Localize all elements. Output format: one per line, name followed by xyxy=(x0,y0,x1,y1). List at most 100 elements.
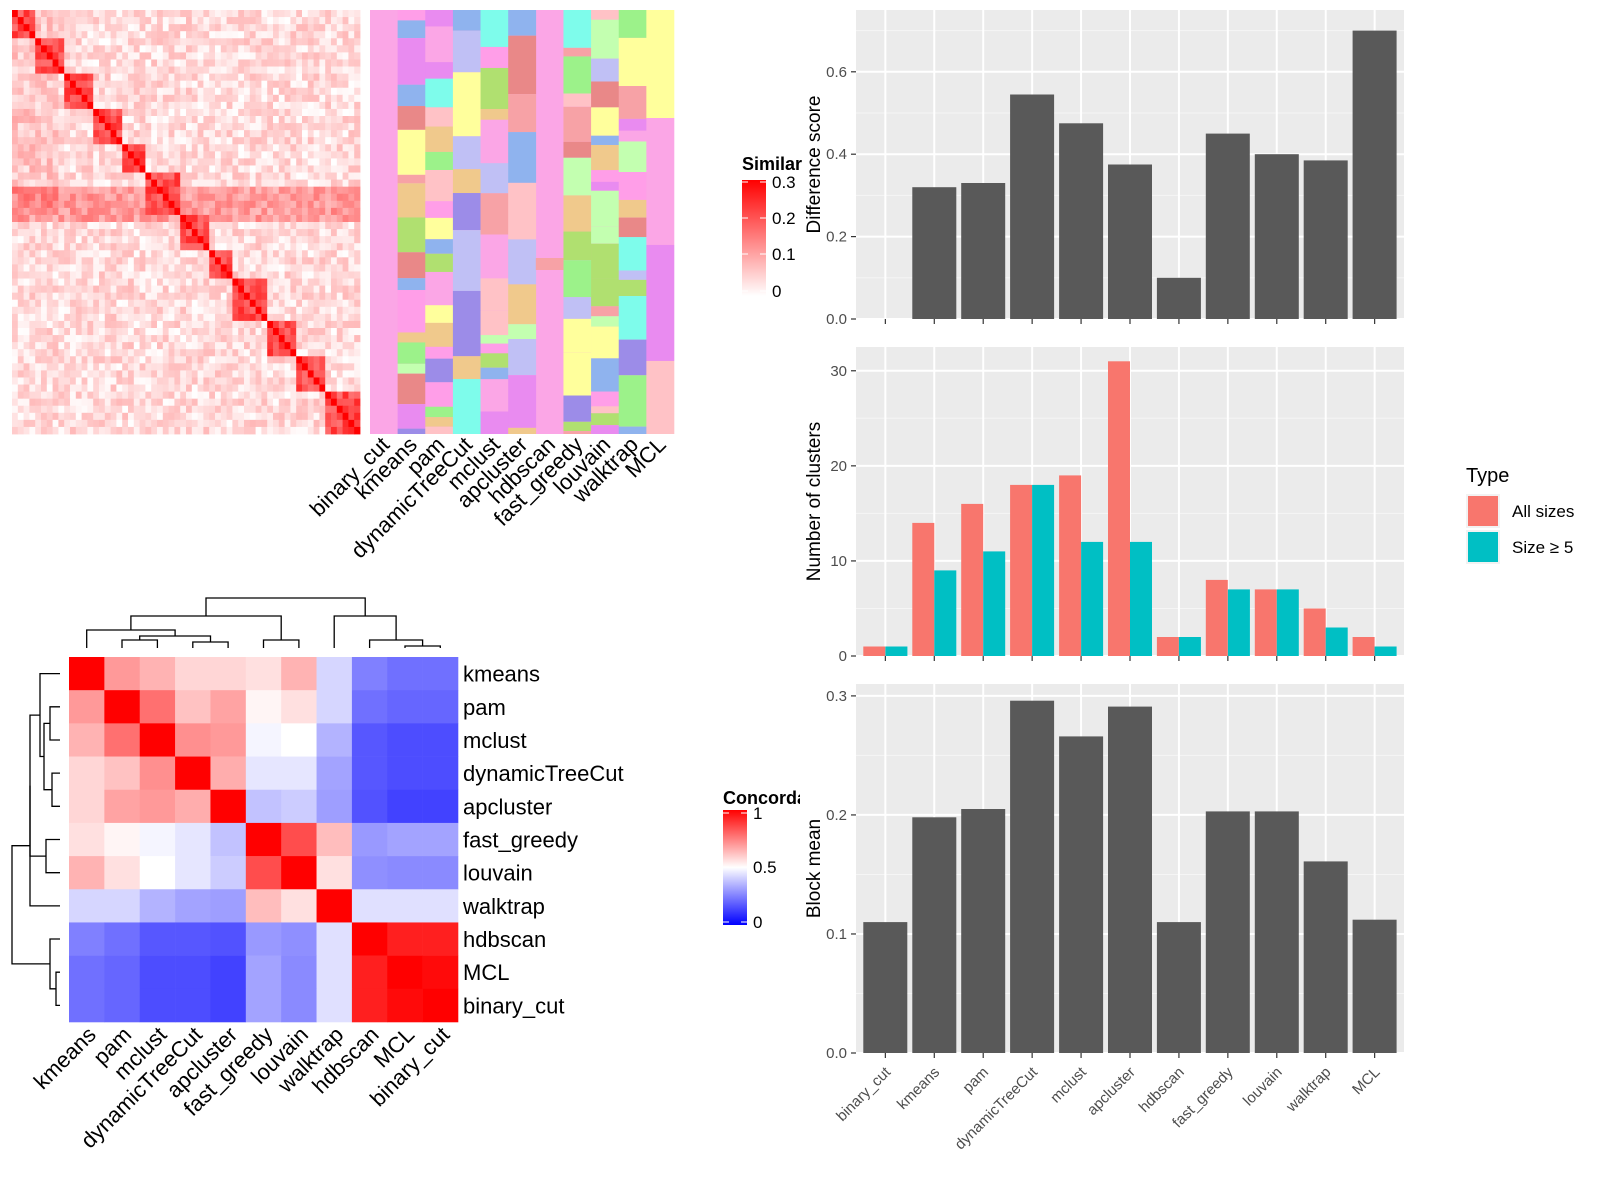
similarity-cell xyxy=(81,222,88,230)
similarity-cell xyxy=(145,17,152,25)
similarity-cell xyxy=(186,342,193,350)
dendrogram-branch xyxy=(404,645,441,648)
similarity-cell xyxy=(319,193,326,202)
similarity-cell xyxy=(35,250,42,258)
similarity-cell xyxy=(75,186,82,195)
similarity-cell xyxy=(232,59,239,67)
similarity-cell xyxy=(41,285,48,294)
similarity-cell xyxy=(17,257,24,265)
similarity-cell xyxy=(278,179,285,188)
similarity-cell xyxy=(41,236,48,244)
similarity-cell xyxy=(12,264,19,272)
similarity-cell xyxy=(261,116,268,124)
similarity-cell xyxy=(331,24,338,32)
similarity-cell xyxy=(249,370,256,378)
similarity-cell xyxy=(58,250,65,258)
similarity-cell xyxy=(145,123,152,131)
similarity-cell xyxy=(168,17,175,25)
similarity-cell xyxy=(162,328,169,336)
similarity-cell xyxy=(290,144,297,152)
similarity-cell xyxy=(244,398,251,407)
similarity-cell xyxy=(307,292,314,301)
similarity-cell xyxy=(342,73,349,82)
similarity-cell xyxy=(354,123,361,131)
similarity-cell xyxy=(342,349,349,357)
similarity-cell xyxy=(197,59,204,67)
similarity-cell xyxy=(296,52,303,60)
similarity-cell xyxy=(41,222,48,230)
similarity-cell xyxy=(284,222,291,230)
similarity-cell xyxy=(238,285,245,294)
similarity-cell xyxy=(307,130,314,138)
similarity-cell xyxy=(267,370,274,378)
similarity-cell xyxy=(278,391,285,400)
similarity-cell xyxy=(128,285,135,294)
similarity-cell xyxy=(162,391,169,400)
similarity-cell xyxy=(203,313,210,322)
similarity-cell xyxy=(41,264,48,272)
similarity-cell xyxy=(261,80,268,89)
similarity-cell xyxy=(12,250,19,258)
similarity-cell xyxy=(81,200,88,209)
similarity-cell xyxy=(133,313,140,322)
similarity-cell xyxy=(64,17,71,25)
dendrogram-branch xyxy=(51,772,60,807)
similarity-cell xyxy=(157,214,164,223)
similarity-cell xyxy=(284,186,291,195)
similarity-cell xyxy=(23,214,30,223)
similarity-cell xyxy=(17,87,24,96)
similarity-cell xyxy=(145,426,152,435)
similarity-cell xyxy=(232,426,239,435)
similarity-cell xyxy=(249,335,256,343)
similarity-cell xyxy=(58,17,65,25)
similarity-cell xyxy=(145,391,152,400)
similarity-cell xyxy=(75,370,82,378)
similarity-cell xyxy=(35,24,42,32)
similarity-cell xyxy=(93,17,100,25)
similarity-cell xyxy=(342,398,349,407)
similarity-cell xyxy=(58,306,65,315)
similarity-cell xyxy=(133,229,140,237)
similarity-cell xyxy=(133,299,140,308)
cluster-label-block xyxy=(591,425,620,434)
similarity-cell xyxy=(17,320,24,329)
similarity-cell xyxy=(197,38,204,46)
similarity-cell xyxy=(99,271,106,279)
similarity-cell xyxy=(273,101,280,110)
similarity-cell xyxy=(273,426,280,435)
similarity-cell xyxy=(354,45,361,53)
similarity-cell xyxy=(191,144,198,152)
similarity-cell xyxy=(220,137,227,145)
similarity-cell xyxy=(23,243,30,251)
similarity-cell xyxy=(157,186,164,195)
similarity-cell xyxy=(162,151,169,159)
similarity-cell xyxy=(58,45,65,53)
similarity-cell xyxy=(197,306,204,315)
similarity-cell xyxy=(226,292,233,301)
similarity-cell xyxy=(348,391,355,400)
similarity-cell xyxy=(267,123,274,131)
similarity-cell xyxy=(29,356,36,364)
similarity-cell xyxy=(145,172,152,180)
similarity-cell xyxy=(174,229,181,237)
similarity-cell xyxy=(296,10,303,18)
bar xyxy=(912,187,957,319)
similarity-cell xyxy=(35,320,42,329)
similarity-cell xyxy=(128,384,135,392)
similarity-cell xyxy=(81,356,88,364)
similarity-cell xyxy=(46,285,53,294)
similarity-cell xyxy=(75,229,82,237)
similarity-cell xyxy=(278,158,285,166)
cluster-label-block xyxy=(452,230,481,291)
bar xyxy=(1010,700,1055,1053)
similarity-cell xyxy=(41,419,48,428)
similarity-cell xyxy=(104,384,111,392)
similarity-cell xyxy=(348,370,355,378)
concordance-cell xyxy=(210,723,247,757)
similarity-cell xyxy=(122,38,129,46)
similarity-cell xyxy=(81,292,88,301)
similarity-cell xyxy=(35,356,42,364)
similarity-cell xyxy=(35,419,42,428)
similarity-cell xyxy=(226,101,233,110)
similarity-cell xyxy=(151,186,158,195)
